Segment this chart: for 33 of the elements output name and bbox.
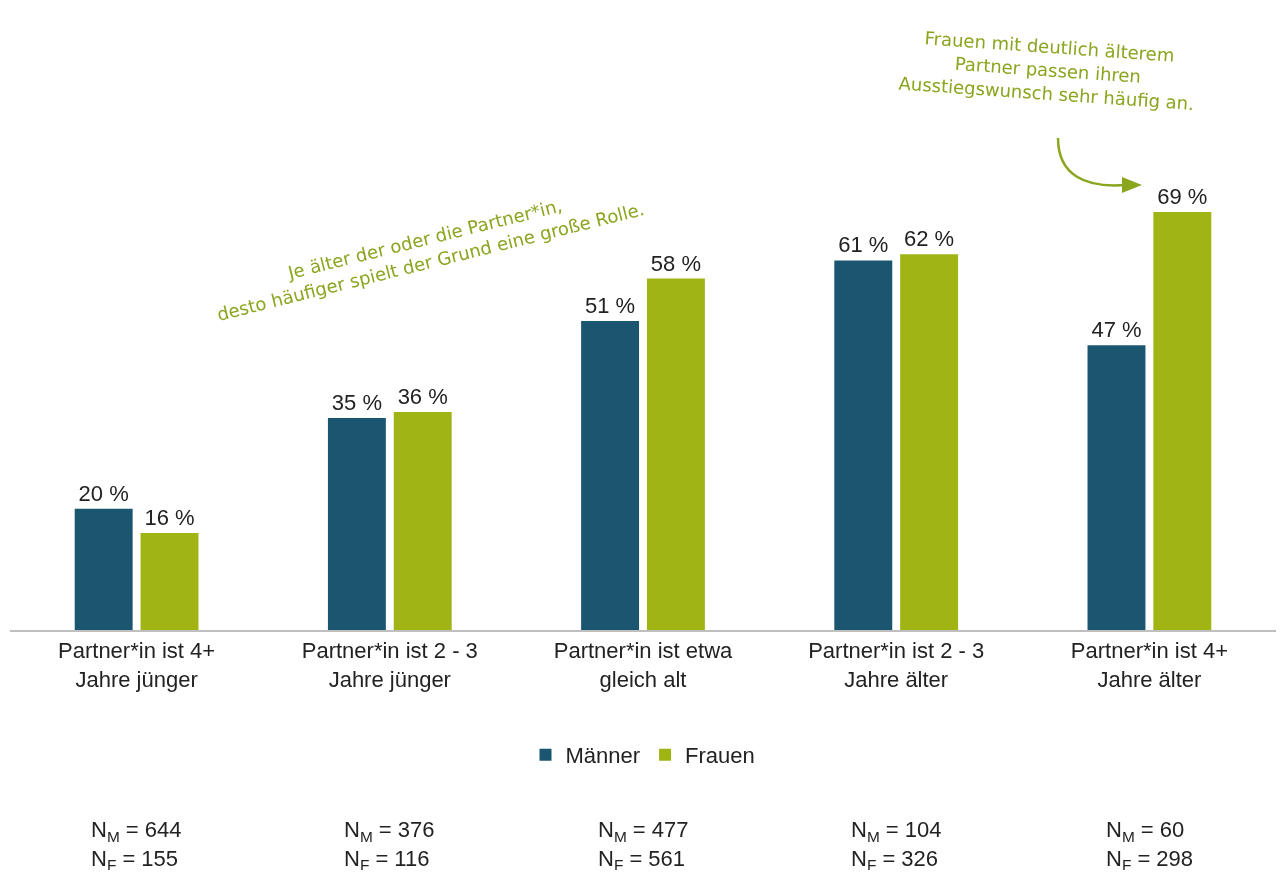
data-label: 69 % xyxy=(1157,183,1208,209)
data-label: 61 % xyxy=(838,232,889,258)
bar xyxy=(393,411,452,630)
data-label: 16 % xyxy=(144,505,195,531)
bar xyxy=(74,508,133,630)
data-label: 36 % xyxy=(397,383,448,409)
data-label: 20 % xyxy=(78,480,129,506)
text: Frauen mit deutlich älterem Partner passen ihren Ausstiegswunsch sehr häufig an. xyxy=(898,27,1195,115)
text: N$_{M}$ = 376 N$_{F}$ = 116 xyxy=(344,817,435,874)
x-tick-label: Partner*in ist 2 - 3 Jahre jünger xyxy=(301,638,478,692)
bar xyxy=(1153,211,1212,630)
data-label: 35 % xyxy=(331,389,382,415)
text: N$_{M}$ = 104 N$_{F}$ = 326 xyxy=(851,817,942,874)
legend-label: Männer xyxy=(565,743,641,769)
data-label: 51 % xyxy=(585,293,636,318)
bar xyxy=(1087,345,1146,630)
text: N$_{M}$ = 60 N$_{F}$ = 298 xyxy=(1106,817,1194,874)
text: N$_{M}$ = 477 N$_{F}$ = 561 xyxy=(598,817,689,874)
bar xyxy=(140,533,199,630)
x-tick-label: Partner*in ist etwa gleich alt xyxy=(553,638,734,692)
bar xyxy=(327,417,386,630)
bar xyxy=(646,278,705,630)
data-label: 62 % xyxy=(904,226,955,252)
text: N$_{M}$ = 644 N$_{F}$ = 155 xyxy=(91,817,182,874)
bar xyxy=(581,321,640,630)
x-tick-label: Partner*in ist 4+ Jahre älter xyxy=(1070,638,1228,692)
bar xyxy=(834,260,893,630)
legend-label: Frauen xyxy=(685,743,755,769)
x-tick-label: Partner*in ist 2 - 3 Jahre älter xyxy=(808,638,985,692)
bar xyxy=(900,254,959,630)
data-label: 47 % xyxy=(1091,317,1142,343)
data-label: 58 % xyxy=(650,250,701,276)
x-tick-label: Partner*in ist 4+ Jahre jünger xyxy=(58,638,216,692)
